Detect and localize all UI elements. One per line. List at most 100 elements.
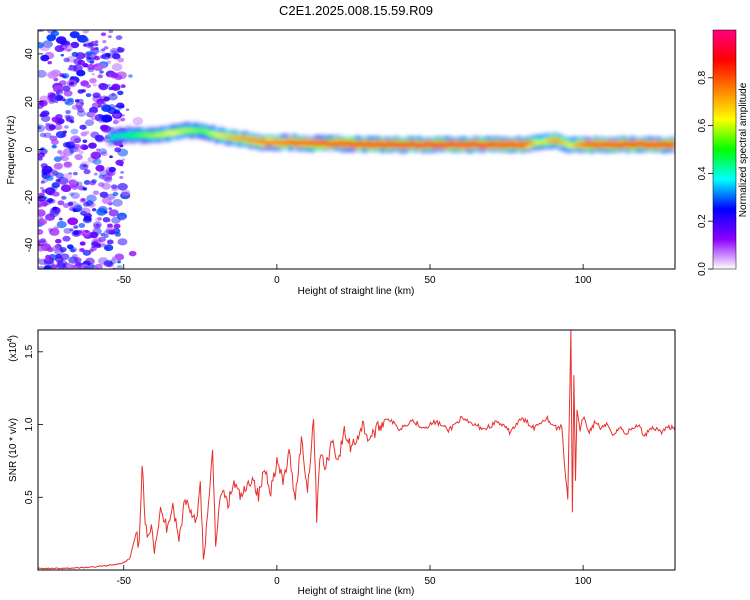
spectrogram-noise-blob	[79, 124, 87, 130]
spectrogram-ridge-cell	[586, 142, 591, 146]
spectrogram-ridge-cell	[626, 142, 631, 147]
spectrogram-noise-blob	[121, 158, 126, 161]
spectrogram-noise-blob	[90, 46, 96, 51]
spectrogram-ridge-cell	[196, 128, 201, 132]
spectrogram-noise-blob	[39, 238, 47, 243]
snr-x-ticks: -50 0 50 100	[117, 565, 592, 587]
snr-frame	[37, 329, 676, 571]
spectrogram-noise-blob	[52, 191, 60, 197]
spectrogram-noise-blob	[56, 89, 64, 95]
spectrogram-noise-blob	[85, 84, 92, 89]
spectrogram-noise-blob	[92, 92, 101, 99]
spectrogram-ridge-cell	[137, 132, 143, 137]
spectrogram-ridge-cell	[115, 135, 121, 139]
spectrogram-noise-blob	[100, 232, 106, 237]
spectrogram-noise-blob	[83, 164, 87, 167]
spectrogram-noise-blob	[45, 213, 56, 221]
spectrogram-ridge-cell	[571, 143, 576, 148]
spectrogram-noise-blob	[108, 166, 116, 173]
snr-scale-label: (x104)	[7, 335, 19, 362]
spectrogram-noise-blob	[97, 100, 106, 107]
spectrogram-x-ticks: -50 0 50 100	[117, 264, 592, 286]
colorbar-tick-label: 0.0	[697, 262, 708, 276]
spectrogram-noise-blob	[83, 215, 92, 222]
spectrogram-ridge-cell	[486, 142, 492, 147]
spectrogram-noise-blob	[113, 117, 122, 124]
spectrogram-noise-blob	[58, 217, 63, 221]
spectrogram-noise-blob	[100, 151, 108, 157]
spectrogram-noise-blob	[73, 143, 81, 149]
spectrogram-noise-blob	[76, 105, 83, 110]
spectrogram-ridge-cell	[373, 143, 378, 147]
spectrogram-ridge-cell	[442, 142, 448, 147]
spectrogram-noise-blob	[92, 190, 100, 196]
spectrogram-ridge-cell	[321, 140, 326, 145]
spectrogram-noise-blob	[38, 265, 45, 269]
spectrogram-ridge-cell	[406, 142, 411, 147]
spectrogram-noise-blob	[38, 228, 44, 235]
spectrogram-ridge-cell	[450, 142, 455, 147]
spectrogram-ridge-cell	[130, 132, 135, 137]
spectrogram-ridge-cell	[310, 141, 315, 146]
spectrogram-noise-blob	[101, 104, 112, 112]
spectrogram-ridge-cell	[395, 142, 400, 147]
spectrogram-x-tick-label: -50	[117, 275, 132, 286]
spectrogram-noise-blob	[111, 50, 118, 55]
spectrogram-ridge-cell	[262, 140, 268, 145]
spectrogram-ridge-cell	[391, 142, 396, 147]
spectrogram-noise-blob	[73, 58, 82, 65]
spectrogram-noise-blob	[45, 122, 50, 127]
spectrogram-noise-blob	[115, 159, 124, 166]
spectrogram-noise-blob	[82, 187, 88, 191]
spectrogram-noise-blob	[60, 155, 69, 162]
spectrogram-noise-blob	[39, 113, 44, 118]
spectrogram-noise-blob	[85, 93, 92, 98]
spectrogram-noise-blob	[75, 261, 83, 267]
spectrogram-noise-blob	[83, 180, 91, 185]
spectrogram-noise-blob	[92, 241, 99, 246]
spectrogram-noise-blob	[81, 264, 89, 269]
spectrogram-ridge-cell	[273, 140, 279, 144]
spectrogram-noise-blob	[63, 161, 72, 168]
spectrogram-ridge-cell	[468, 142, 473, 147]
spectrogram-noise-blob	[116, 212, 128, 220]
spectrogram-ridge-cell	[464, 141, 470, 146]
spectrogram-ridge-cell	[339, 141, 345, 146]
spectrogram-ridge-cell	[233, 136, 238, 140]
spectrogram-noise-blob	[75, 101, 84, 108]
spectrogram-noise-blob	[62, 173, 73, 180]
spectrogram-noise-blob	[93, 172, 98, 176]
spectrogram-noise-blob	[97, 74, 103, 79]
spectrogram-ridge-cell	[490, 142, 495, 147]
spectrogram-noise-blob	[69, 149, 75, 154]
spectrogram-noise-blob	[86, 56, 95, 63]
colorbar-bar	[712, 29, 737, 270]
spectrogram-ridge-cell	[428, 142, 433, 147]
spectrogram-noise-blob	[106, 223, 113, 228]
snr-y-ticks: 0.5 1.0 1.5	[24, 344, 43, 504]
spectrogram-ridge-cell	[292, 140, 297, 145]
spectrogram-noise-blob	[109, 127, 114, 131]
spectrogram-noise-blob	[55, 238, 62, 244]
spectrogram-noise-blob	[111, 92, 116, 96]
spectrogram-noise-blob	[85, 257, 95, 265]
spectrogram-noise-blob	[38, 240, 42, 245]
spectrogram-ridge-cell	[211, 131, 216, 136]
spectrogram-ridge-cell	[240, 136, 246, 141]
spectrogram-ridge-cell	[497, 142, 503, 147]
spectrogram-noise-blob	[74, 153, 83, 161]
spectrogram-noise-blob	[67, 48, 71, 52]
spectrogram-noise-blob	[112, 120, 119, 125]
spectrogram-ridge-cell	[270, 140, 275, 145]
spectrogram-noise-blob	[73, 147, 81, 153]
snr-x-tick-label: 50	[424, 576, 436, 587]
spectrogram-ridge-cell	[215, 133, 220, 138]
snr-y-tick-label: 1.0	[24, 417, 35, 431]
spectrogram-noise-blob	[62, 148, 74, 156]
spectrogram-noise-blob	[69, 192, 75, 197]
spectrogram-noise-blob	[74, 99, 80, 103]
spectrogram-ridge-cell	[284, 140, 290, 145]
snr-series	[38, 330, 675, 570]
spectrogram-noise-blob	[77, 107, 85, 113]
spectrogram-ridge-cell	[567, 143, 573, 148]
